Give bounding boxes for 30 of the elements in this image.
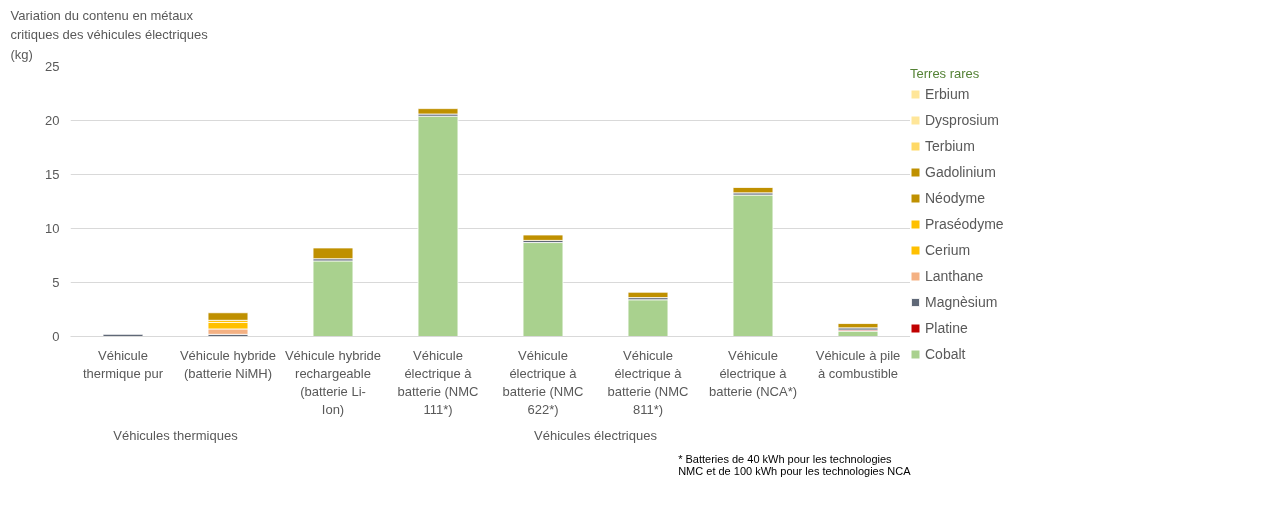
x-tick-label: Véhicule à pile à combustible (815, 347, 901, 381)
x-tick-label: Véhicule électrique à batterie (NMC 811*) (607, 347, 689, 417)
x-tick-label: Véhicule électrique à batterie (NCA*) (708, 347, 798, 399)
x-tick-label: Véhicule thermique pur (82, 347, 164, 381)
legend-label: Platine (925, 320, 968, 336)
x-tick-label: Véhicule hybride rechargeable (batterie Li-Ion) (284, 347, 382, 417)
y-tick-label: 0 (52, 329, 60, 344)
y-tick-label: 5 (52, 275, 60, 290)
legend-label: Dysprosium (925, 112, 999, 128)
chart-title: Variation du contenu en métaux critiques des véhicules électriques (kg) (10, 7, 209, 62)
x-tick-label: Véhicule électrique à batterie (NMC 622*) (502, 347, 584, 417)
legend-label: Cobalt (925, 346, 966, 362)
y-tick-label: 10 (45, 221, 60, 236)
legend-label: Cerium (925, 242, 971, 258)
legend-label: Gadolinium (925, 164, 996, 180)
legend-label: Erbium (925, 86, 970, 102)
annotation: Terres rares (910, 66, 981, 81)
legend-label: Magnèsium (925, 294, 998, 310)
legend-label: Praséodyme (925, 216, 1004, 232)
y-tick-label: 15 (45, 167, 60, 182)
legend-label: Néodyme (925, 190, 985, 206)
y-tick-label: 25 (45, 59, 60, 74)
legend-label: Terbium (925, 138, 975, 154)
text: Véhicules thermiques (113, 427, 239, 443)
text: Véhicules électriques (534, 427, 658, 443)
legend-label: Lanthane (925, 268, 984, 284)
x-tick-label: Véhicule électrique à batterie (NMC 111*) (397, 347, 479, 417)
y-tick-label: 20 (45, 113, 60, 128)
x-tick-label: Véhicule hybride (batterie NiMH) (179, 347, 277, 381)
text: * Batteries de 40 kWh pour les technologies NMC et de 100 kWh pour les technologies NCA (678, 452, 912, 477)
